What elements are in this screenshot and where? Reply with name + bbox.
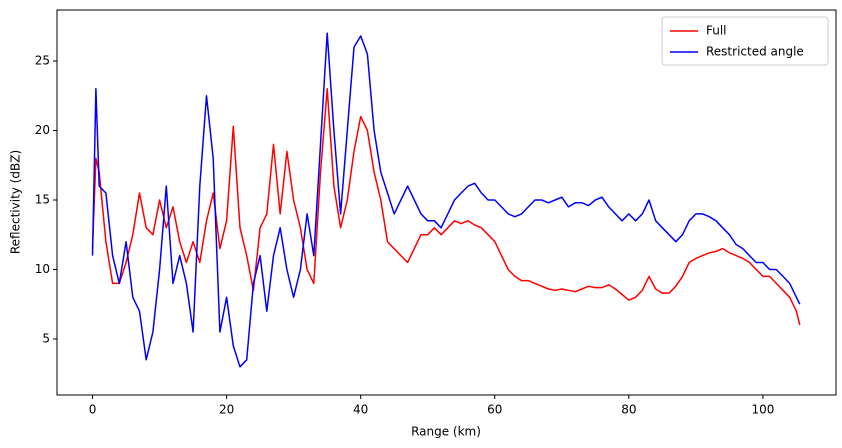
y-tick-label: 15 — [35, 192, 50, 206]
x-tick-label: 100 — [751, 403, 774, 417]
x-tick-label: 0 — [89, 403, 97, 417]
y-tick-label: 20 — [35, 123, 50, 137]
legend — [661, 16, 829, 66]
legend-label: Restricted angle — [706, 45, 804, 59]
x-tick-label: 60 — [487, 403, 502, 417]
x-tick-label: 40 — [353, 403, 368, 417]
x-axis-label: Range (km) — [411, 425, 481, 439]
y-tick-label: 25 — [35, 54, 50, 68]
y-axis-label: Reflectivity (dBZ) — [9, 150, 23, 254]
y-tick-label: 10 — [35, 262, 50, 276]
series-line — [91, 88, 801, 326]
series-line — [91, 32, 801, 368]
y-tick-label: 5 — [42, 331, 50, 345]
plot-frame — [56, 9, 837, 396]
x-tick-label: 20 — [219, 403, 234, 417]
legend-label: Full — [706, 24, 727, 38]
x-tick-label: 80 — [621, 403, 636, 417]
